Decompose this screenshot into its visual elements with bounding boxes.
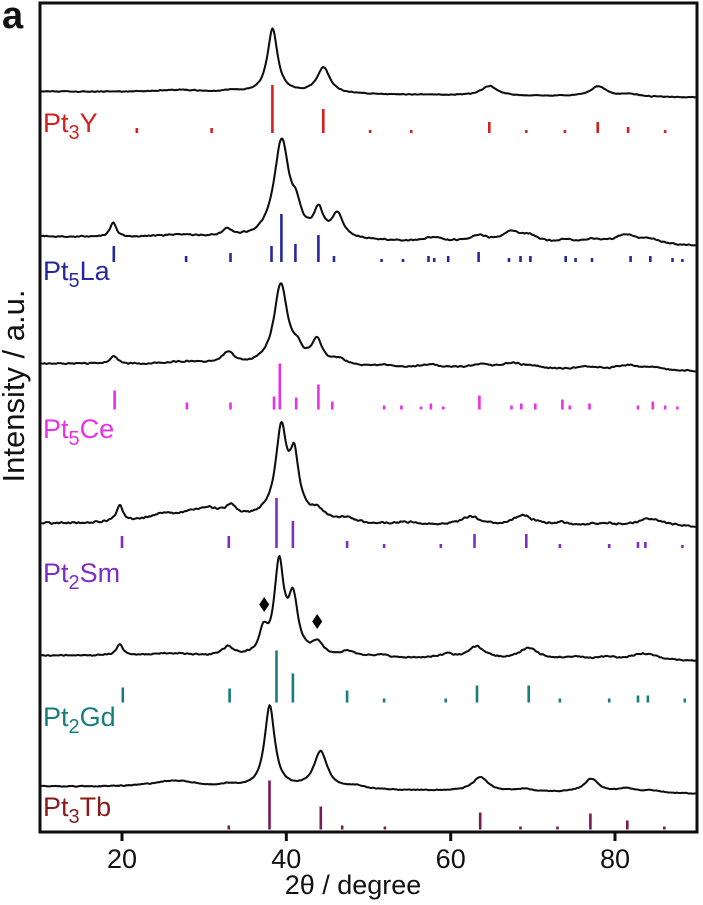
svg-text:Intensity / a.u.: Intensity / a.u. [0, 290, 31, 483]
svg-text:a: a [2, 0, 24, 37]
svg-text:80: 80 [600, 844, 630, 874]
svg-text:2θ / degree: 2θ / degree [285, 870, 422, 900]
svg-text:60: 60 [436, 844, 466, 874]
svg-text:40: 40 [271, 844, 301, 874]
svg-text:20: 20 [107, 844, 137, 874]
